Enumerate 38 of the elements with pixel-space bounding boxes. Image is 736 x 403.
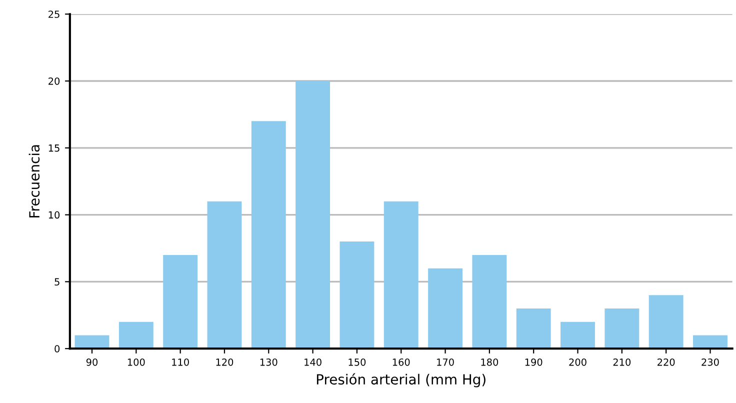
x-tick-label: 160: [392, 358, 410, 366]
bar: [251, 121, 286, 349]
x-tick-label: 90: [86, 358, 98, 366]
y-tick-label: 5: [54, 278, 60, 286]
y-tick-label: 0: [54, 345, 60, 352]
y-tick-label: 15: [48, 144, 60, 152]
x-tick-label: 110: [172, 358, 189, 366]
x-tick-label: 100: [128, 358, 145, 366]
y-tick-label: 25: [48, 10, 60, 18]
y-axis-title: Frecuencia: [28, 145, 40, 218]
x-tick-label: 210: [613, 358, 631, 366]
x-tick-label: 140: [304, 358, 322, 366]
bar: [560, 322, 595, 349]
bar: [516, 308, 551, 349]
bar: [118, 322, 154, 349]
bar: [296, 81, 330, 349]
bar: [472, 254, 507, 349]
x-tick-label: 200: [569, 358, 586, 366]
bar: [604, 308, 640, 349]
y-tick-label: 10: [48, 211, 60, 219]
x-tick-label: 220: [658, 358, 675, 366]
x-tick-label: 230: [702, 358, 719, 366]
bar: [163, 254, 198, 349]
x-tick-label: 190: [525, 358, 542, 366]
x-tick-label: 130: [260, 358, 278, 366]
bar: [428, 268, 462, 349]
x-tick-label: 120: [216, 358, 234, 366]
bar: [384, 201, 418, 349]
bar: [340, 242, 374, 349]
bar: [693, 335, 728, 349]
bar: [207, 201, 242, 349]
x-tick-label: 180: [481, 358, 498, 366]
x-tick-label: 150: [348, 358, 366, 366]
y-tick-label: 20: [48, 77, 60, 85]
bar: [74, 335, 110, 349]
bar: [648, 295, 684, 349]
x-tick-label: 170: [437, 358, 454, 366]
x-axis-title: Presión arterial (mm Hg): [316, 373, 486, 388]
